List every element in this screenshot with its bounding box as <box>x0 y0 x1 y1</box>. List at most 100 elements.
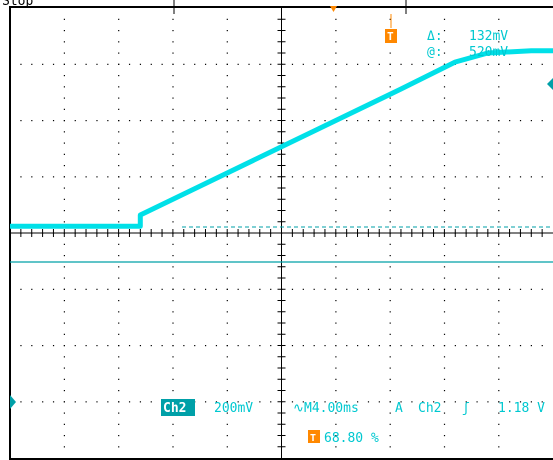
grid-dot <box>128 345 131 347</box>
grid-dot <box>443 221 446 223</box>
grid-dot <box>215 345 218 347</box>
grid-dot <box>226 198 228 200</box>
grid-dot <box>389 18 391 20</box>
grid-dot <box>335 243 337 245</box>
grid-dot <box>411 176 413 178</box>
grid-dot <box>389 277 391 279</box>
grid-dot <box>107 288 109 290</box>
grid-dot <box>226 142 228 144</box>
grid-dot <box>541 401 543 403</box>
grid-dot <box>454 288 456 290</box>
grid-dot <box>118 120 120 122</box>
trigger-source: Ch2 <box>418 401 441 416</box>
grid-dot <box>31 176 33 178</box>
trigger-position-marker[interactable]: T <box>330 6 397 43</box>
grid-dot <box>63 75 65 77</box>
grid-dot <box>302 120 304 122</box>
trigger-level-arrow-icon[interactable] <box>547 78 553 90</box>
grid-dot <box>118 210 120 212</box>
grid-dot <box>42 63 44 65</box>
grid-dot <box>389 243 391 245</box>
grid-dot <box>237 288 239 290</box>
grid-dot <box>128 63 131 65</box>
grid-dot <box>118 345 120 347</box>
grid-dot <box>226 255 228 257</box>
grid-dot <box>422 345 424 347</box>
delta-value: 132mV <box>469 29 508 44</box>
grid-dot <box>226 210 228 212</box>
trigger-t-icon <box>385 29 397 43</box>
grid-dot <box>335 198 337 200</box>
grid-dot <box>498 423 500 425</box>
grid-dot <box>433 120 435 122</box>
grid-dot <box>118 300 120 302</box>
grid-dot <box>498 165 500 167</box>
ch2-trace-line <box>10 48 553 229</box>
grid-dot <box>118 243 120 245</box>
grid-dot <box>52 120 55 122</box>
grid-dot <box>226 378 228 380</box>
grid-dot <box>465 345 467 347</box>
grid-dot <box>378 176 380 178</box>
grid-dot <box>476 288 478 290</box>
grid-dot <box>150 176 152 178</box>
grid-dot <box>226 131 228 133</box>
grid-dot <box>63 52 65 54</box>
grid-dot <box>411 120 413 122</box>
grid-dot <box>52 345 55 347</box>
grid-dot <box>335 221 337 223</box>
grid-dot <box>389 446 391 448</box>
grid-dot <box>259 63 261 65</box>
grid-dot <box>118 266 120 268</box>
grid-dot <box>335 75 337 77</box>
grid-dot <box>498 221 500 223</box>
grid-dot <box>498 97 500 99</box>
grid-dot <box>411 63 413 65</box>
grid-dot <box>498 266 500 268</box>
grid-dot <box>172 378 174 380</box>
grid-dot <box>172 18 174 20</box>
grid-dot <box>226 367 228 369</box>
grid-dot <box>422 288 424 290</box>
grid-dot <box>541 63 543 65</box>
grid-dot <box>498 356 500 358</box>
run-state[interactable]: Stop <box>2 0 34 9</box>
grid-dot <box>172 300 174 302</box>
grid-dot <box>389 131 391 133</box>
grid-dot <box>107 401 109 403</box>
grid-dot <box>85 401 87 403</box>
delta-label: Δ: <box>427 29 443 44</box>
grid-dot <box>85 63 87 65</box>
grid-dot <box>183 63 185 65</box>
grid-dot <box>443 390 446 392</box>
grid-dot <box>433 288 435 290</box>
grid-dot <box>63 390 65 392</box>
grid-dot <box>367 288 370 290</box>
grid-dot <box>31 345 33 347</box>
grid-dot <box>530 288 532 290</box>
grid-dot <box>63 378 65 380</box>
ch2-ground-marker-icon[interactable] <box>10 395 16 409</box>
grid-dot <box>367 345 370 347</box>
grid-dot <box>443 401 446 403</box>
grid-dot <box>498 120 500 122</box>
grid-dot <box>498 198 500 200</box>
grid-dot <box>443 187 446 189</box>
grid-dot <box>118 198 120 200</box>
grid-dot <box>63 367 65 369</box>
grid-dot <box>509 345 511 347</box>
grid-dot <box>270 401 272 403</box>
ch2-badge[interactable] <box>161 399 195 416</box>
grid-dot <box>498 277 500 279</box>
grid-dot <box>118 255 120 257</box>
grid-dot <box>389 401 391 403</box>
grid-dot <box>302 345 304 347</box>
grid-dot <box>172 176 174 178</box>
ch2-badge-label: Ch2 <box>163 401 186 416</box>
grid-dot <box>226 345 228 347</box>
grid-dot <box>357 345 359 347</box>
grid-dot <box>335 390 337 392</box>
grid-dot <box>335 401 337 403</box>
grid-dot <box>335 18 337 20</box>
grid-dot <box>63 288 65 290</box>
